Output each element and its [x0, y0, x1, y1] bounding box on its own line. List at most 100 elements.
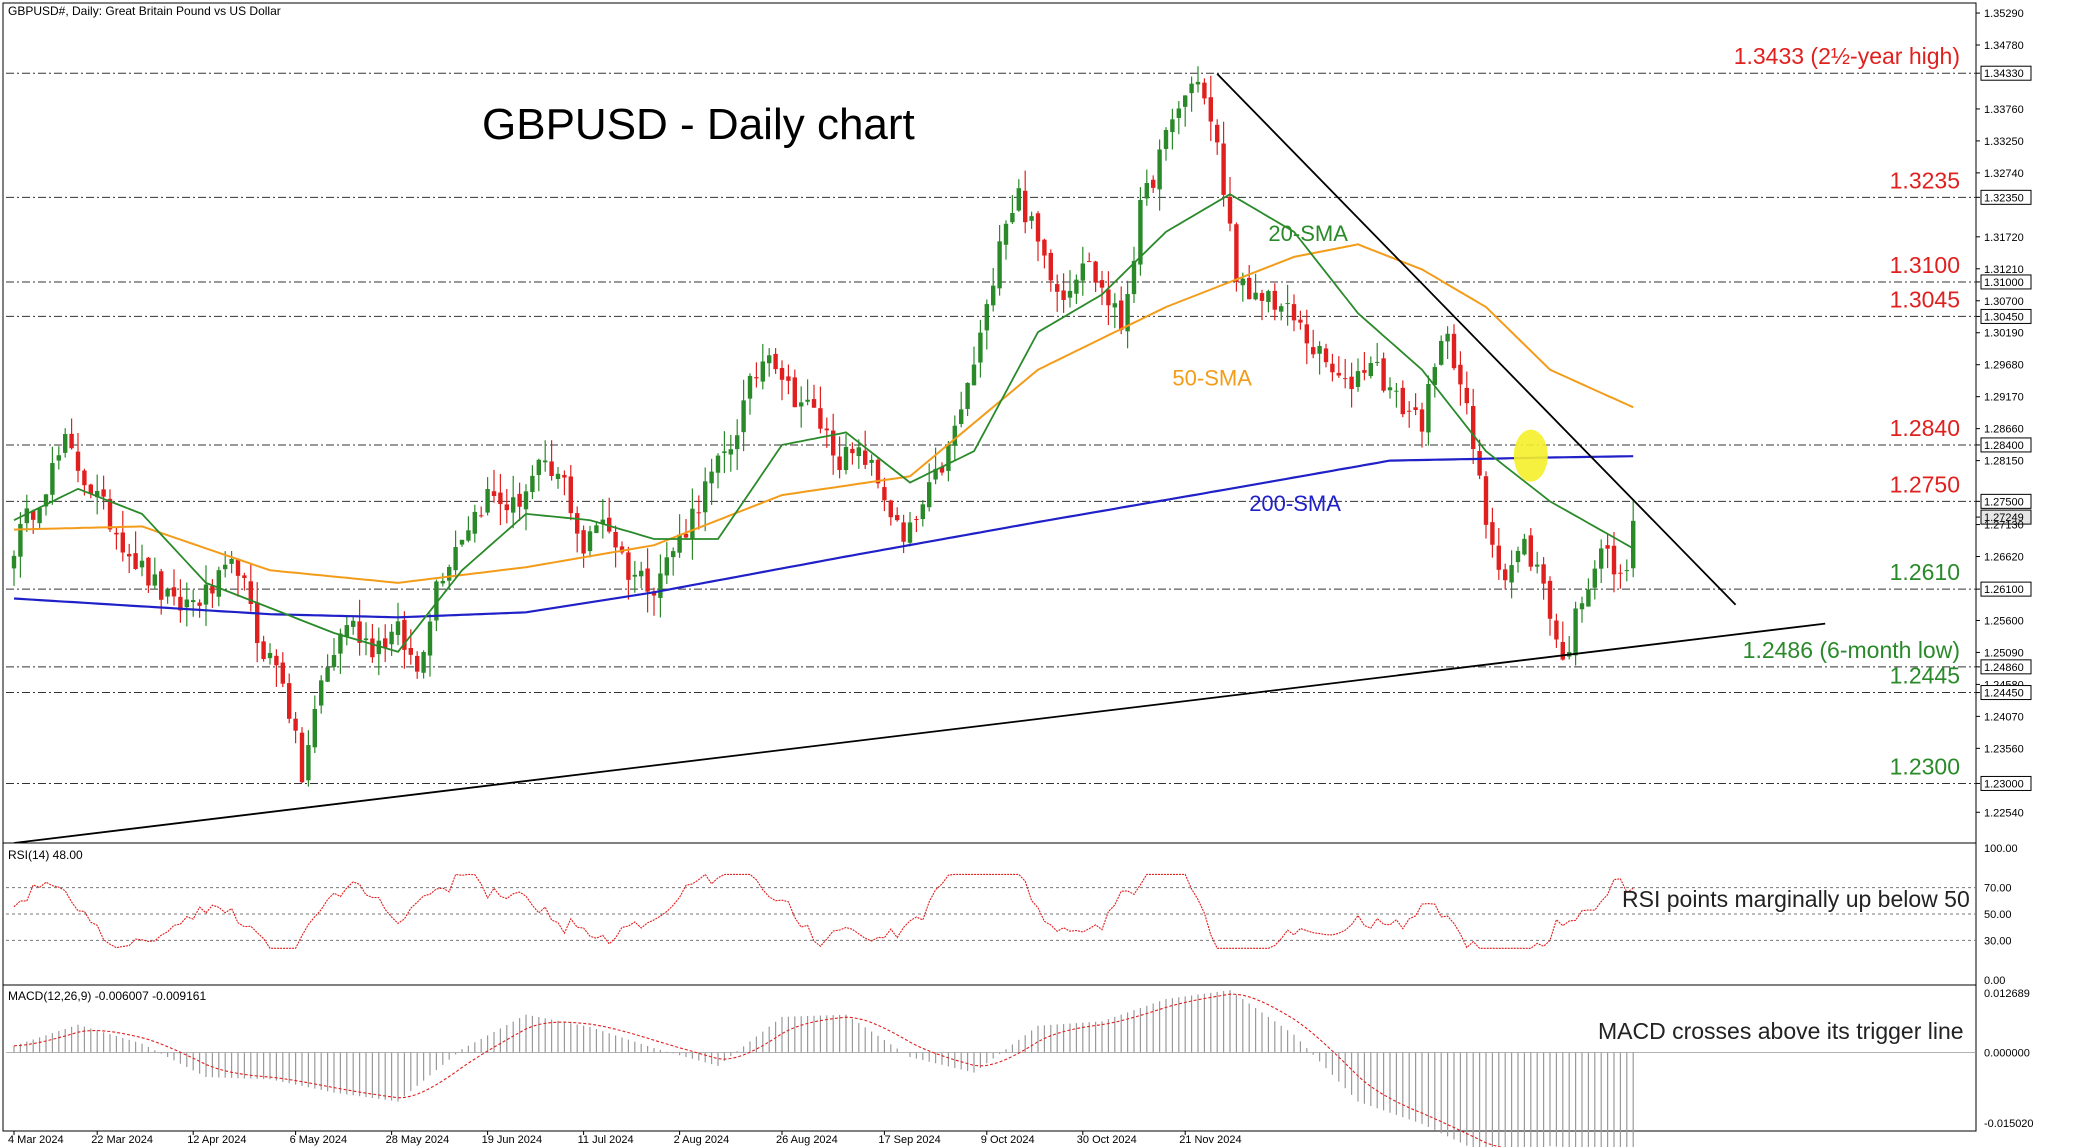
price-tick-label: 1.23560: [1984, 743, 2024, 755]
candle-body: [1183, 95, 1188, 107]
price-tick-label: 1.31210: [1984, 264, 2024, 276]
date-label: 21 Nov 2024: [1179, 1134, 1241, 1146]
price-box: [1980, 274, 2032, 290]
price-box: [1980, 65, 2032, 81]
candle-body: [376, 640, 381, 655]
candle-body: [1586, 589, 1591, 607]
level-label: 1.2840: [1890, 415, 1960, 441]
candle-body: [1439, 340, 1444, 365]
candle-body: [1528, 535, 1533, 567]
candle-body: [1279, 306, 1284, 312]
candle-body: [696, 512, 701, 514]
candle-body: [43, 494, 49, 507]
price-tick-label: 1.24860: [1984, 662, 2024, 674]
candle-body: [11, 555, 17, 569]
candle-body: [1080, 263, 1085, 281]
level-label: 1.3045: [1890, 286, 1960, 312]
rsi-tick-label: 70.00: [1984, 883, 2012, 895]
candle-body: [107, 498, 113, 530]
level-label: 1.2750: [1890, 471, 1960, 497]
candle-body: [1106, 289, 1111, 306]
candle-body: [152, 574, 157, 586]
candle-body: [1330, 363, 1335, 373]
price-tick-label: 1.23000: [1984, 778, 2024, 790]
candle-body: [203, 584, 209, 605]
candle-body: [1291, 304, 1297, 321]
candle-body: [1522, 538, 1527, 555]
price-panel: 1.3433 (2½-year high) 1.3235 1.3100 1.3045 1…: [2, 2, 2032, 844]
level-label: 1.2300: [1890, 753, 1960, 779]
price-box: [1980, 685, 2032, 701]
candle-body: [235, 559, 241, 576]
candle-body: [1247, 277, 1252, 300]
candle-body: [1554, 620, 1559, 640]
price-box: [1980, 509, 2032, 525]
candle-body: [1592, 568, 1597, 588]
candle-body: [1547, 580, 1553, 619]
candle-body: [415, 655, 420, 672]
candle-body: [1125, 294, 1130, 332]
candle-body: [1579, 603, 1585, 610]
candle-body: [1375, 361, 1380, 363]
candle-body: [50, 463, 55, 495]
candle-body: [37, 507, 42, 524]
price-box: [1980, 775, 2032, 791]
candle-body: [1471, 406, 1476, 450]
candle-body: [575, 513, 580, 534]
candle-body: [171, 587, 177, 597]
candle-body: [1048, 252, 1053, 281]
candle-body: [1215, 124, 1220, 143]
price-tick-label: 1.25600: [1984, 615, 2024, 627]
candle-body: [843, 446, 849, 471]
candle-body: [1387, 387, 1393, 391]
price-tick-label: 1.34330: [1984, 68, 2024, 80]
candle-body: [1119, 300, 1124, 331]
candle-body: [197, 602, 202, 606]
candle-body: [491, 491, 497, 497]
candle-body: [1624, 570, 1629, 572]
candle-body: [965, 382, 970, 409]
candle-body: [1323, 348, 1329, 363]
candle-body: [1202, 82, 1207, 99]
candle-body: [1432, 367, 1437, 385]
price-tick-label: 1.26100: [1984, 584, 2024, 596]
candle-body: [1074, 279, 1079, 294]
price-tick-label: 1.28150: [1984, 456, 2024, 468]
symbol-info: GBPUSD#, Daily: Great Britain Pound vs U…: [8, 4, 281, 18]
candle-body: [728, 449, 733, 455]
chart-title: GBPUSD - Daily chart: [482, 100, 915, 149]
candle-body: [229, 558, 234, 564]
candle-body: [248, 581, 253, 604]
level-label: 1.2445: [1890, 663, 1960, 689]
candle-body: [747, 375, 753, 399]
candle-body: [1035, 213, 1041, 242]
candle-body: [1067, 290, 1073, 298]
price-tick-label: 1.30450: [1984, 311, 2024, 323]
candle-body: [677, 534, 682, 553]
price-box: [1980, 189, 2032, 205]
candle-body: [709, 471, 714, 484]
candle-body: [1355, 371, 1361, 387]
candle-body: [178, 596, 183, 611]
candle-body: [440, 580, 445, 584]
candle-body: [351, 620, 356, 627]
candle-body: [485, 488, 490, 513]
price-tick-label: 1.34780: [1984, 40, 2024, 52]
candle-body: [523, 491, 529, 510]
level-label: 1.2486 (6-month low): [1743, 637, 1960, 663]
candle-body: [1208, 97, 1213, 122]
candle-body: [159, 571, 164, 600]
candle-body: [498, 492, 503, 505]
date-label: 30 Oct 2024: [1077, 1134, 1137, 1146]
candle-body: [133, 553, 138, 570]
candle-body: [287, 683, 292, 719]
candle-body: [792, 377, 797, 408]
price-tick-label: 1.27130: [1984, 520, 2024, 532]
candle-body: [319, 680, 324, 706]
candle-body: [447, 566, 452, 581]
candle-body: [581, 530, 586, 554]
candle-body: [427, 621, 433, 656]
candle-body: [1131, 260, 1137, 295]
candle-body: [1170, 119, 1175, 133]
